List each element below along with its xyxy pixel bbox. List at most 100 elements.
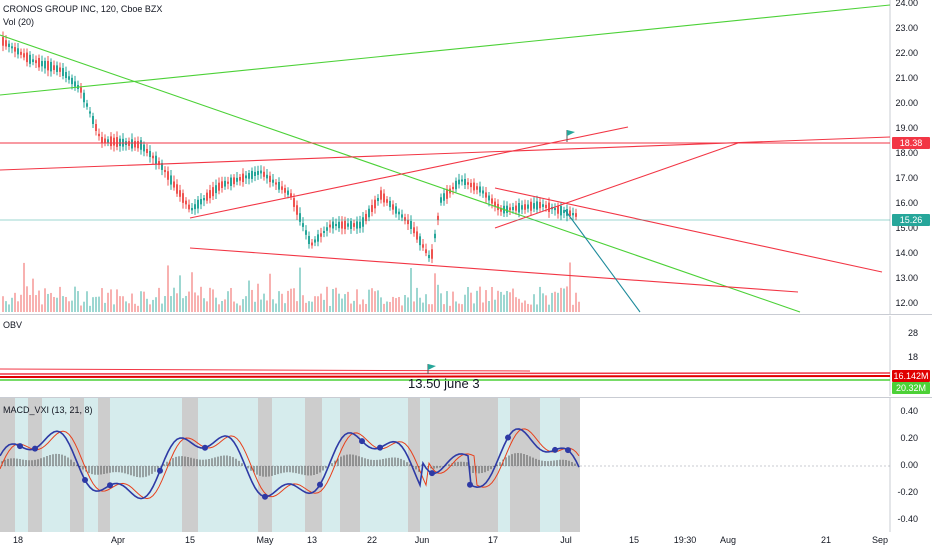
macd-pane[interactable]: MACD_VXI (13, 21, 8) 0.40 0.20 0.00 -0.20 -0…	[0, 398, 932, 532]
pane-separator[interactable]	[0, 397, 932, 398]
volume-bar	[323, 299, 325, 312]
candle-body	[446, 189, 448, 199]
candle-body	[257, 171, 259, 175]
obv-green-tag: 20.32M	[892, 382, 930, 394]
candle-body	[362, 217, 364, 227]
candle-body	[80, 87, 82, 93]
candle-body	[359, 221, 361, 229]
candle-body	[203, 198, 205, 201]
volume-bar	[98, 296, 100, 312]
symbol-title[interactable]: CRONOS GROUP INC, 120, Cboe BZX	[3, 4, 163, 14]
candle-body	[455, 180, 457, 190]
volume-bar	[143, 291, 145, 312]
candle-body	[92, 115, 94, 125]
macd-cross-marker	[467, 481, 473, 488]
time-axis-label: Jun	[414, 535, 430, 545]
candle-body	[299, 213, 301, 222]
candle-body	[392, 204, 394, 210]
candle-body	[137, 141, 139, 149]
candle-body	[143, 144, 145, 152]
candle-body	[338, 221, 340, 229]
volume-bar	[503, 294, 505, 312]
candle-body	[140, 140, 142, 150]
candle-body	[440, 197, 442, 203]
volume-bar	[533, 294, 535, 312]
candle-body	[56, 65, 58, 72]
volume-bar	[203, 298, 205, 312]
macd-chart[interactable]	[0, 398, 932, 532]
trend-line	[189, 247, 799, 293]
price-chart[interactable]	[0, 0, 932, 314]
volume-bar	[161, 303, 163, 312]
candle-body	[146, 148, 148, 154]
macd-cross-marker	[565, 447, 571, 454]
candle-body	[509, 207, 511, 211]
volume-bar	[167, 265, 169, 312]
annotation-text[interactable]: 13.50 june 3	[408, 376, 480, 391]
volume-bar	[47, 293, 49, 312]
price-pane[interactable]: CRONOS GROUP INC, 120, Cboe BZX Vol (20)…	[0, 0, 932, 314]
volume-bar	[578, 301, 580, 312]
volume-bar	[179, 275, 181, 312]
candle-body	[341, 221, 343, 229]
candle-body	[461, 179, 463, 182]
volume-label[interactable]: Vol (20)	[3, 17, 35, 27]
candle-body	[23, 53, 25, 58]
obv-label[interactable]: OBV	[3, 320, 23, 330]
candle-body	[293, 198, 295, 207]
volume-bar	[236, 303, 238, 312]
volume-bar	[194, 292, 196, 312]
candle-body	[260, 170, 262, 174]
volume-bar	[146, 298, 148, 312]
volume-bar	[575, 292, 577, 312]
volume-bar	[335, 287, 337, 312]
candle-body	[53, 65, 55, 71]
volume-bar	[488, 301, 490, 312]
candle-body	[245, 175, 247, 179]
volume-bar	[263, 293, 265, 312]
volume-bar	[506, 290, 508, 312]
obv-pane[interactable]: OBV 28 18 16.142M 20.32M	[0, 316, 932, 396]
volume-bar	[437, 284, 439, 312]
volume-bar	[353, 300, 355, 312]
candle-body	[482, 190, 484, 194]
volume-bar	[443, 304, 445, 312]
trend-line	[0, 34, 801, 313]
candle-body	[212, 187, 214, 197]
volume-bar	[314, 296, 316, 312]
candle-body	[158, 161, 160, 165]
macd-label[interactable]: MACD_VXI (13, 21, 8)	[3, 405, 93, 415]
candle-body	[494, 201, 496, 207]
volume-bar	[248, 280, 250, 312]
candle-body	[239, 177, 241, 181]
candle-body	[548, 202, 550, 212]
pane-separator[interactable]	[0, 314, 932, 315]
volume-bar	[65, 296, 67, 312]
candle-body	[311, 242, 313, 246]
candle-body	[50, 61, 52, 72]
candle-body	[323, 230, 325, 234]
time-axis[interactable]: 18 Apr 15 May 13 22 Jun 17 Jul 15 19:30 Aug 21 Sep	[0, 532, 932, 550]
candle-body	[488, 195, 490, 201]
macd-cross-marker	[157, 467, 163, 474]
volume-bar	[158, 287, 160, 312]
candle-body	[344, 220, 346, 230]
volume-bar	[257, 283, 259, 312]
volume-bar	[260, 299, 262, 312]
price-axis-tick: 23.00	[895, 23, 918, 33]
volume-bar	[128, 303, 130, 312]
candle-body	[524, 204, 526, 210]
volume-bar	[62, 296, 64, 312]
candle-body	[167, 171, 169, 180]
volume-bar	[458, 303, 460, 312]
candle-body	[464, 178, 466, 186]
volume-bar	[551, 292, 553, 312]
volume-bar	[11, 297, 13, 312]
obv-chart[interactable]	[0, 316, 932, 396]
time-axis-label: Sep	[871, 535, 889, 545]
macd-cross-marker	[202, 444, 208, 451]
candle-body	[242, 173, 244, 183]
candle-body	[368, 208, 370, 218]
volume-bar	[287, 290, 289, 312]
candle-body	[188, 204, 190, 210]
